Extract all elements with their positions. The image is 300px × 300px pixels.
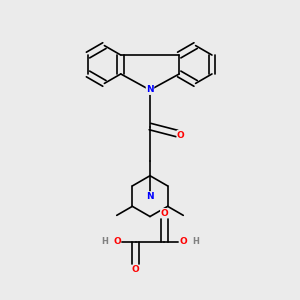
Text: O: O: [132, 266, 140, 274]
Text: N: N: [146, 192, 154, 201]
Text: O: O: [177, 130, 185, 140]
Text: O: O: [160, 208, 168, 217]
Text: H: H: [101, 237, 108, 246]
Text: O: O: [179, 237, 187, 246]
Text: O: O: [113, 237, 121, 246]
Text: H: H: [192, 237, 199, 246]
Text: N: N: [146, 85, 154, 94]
